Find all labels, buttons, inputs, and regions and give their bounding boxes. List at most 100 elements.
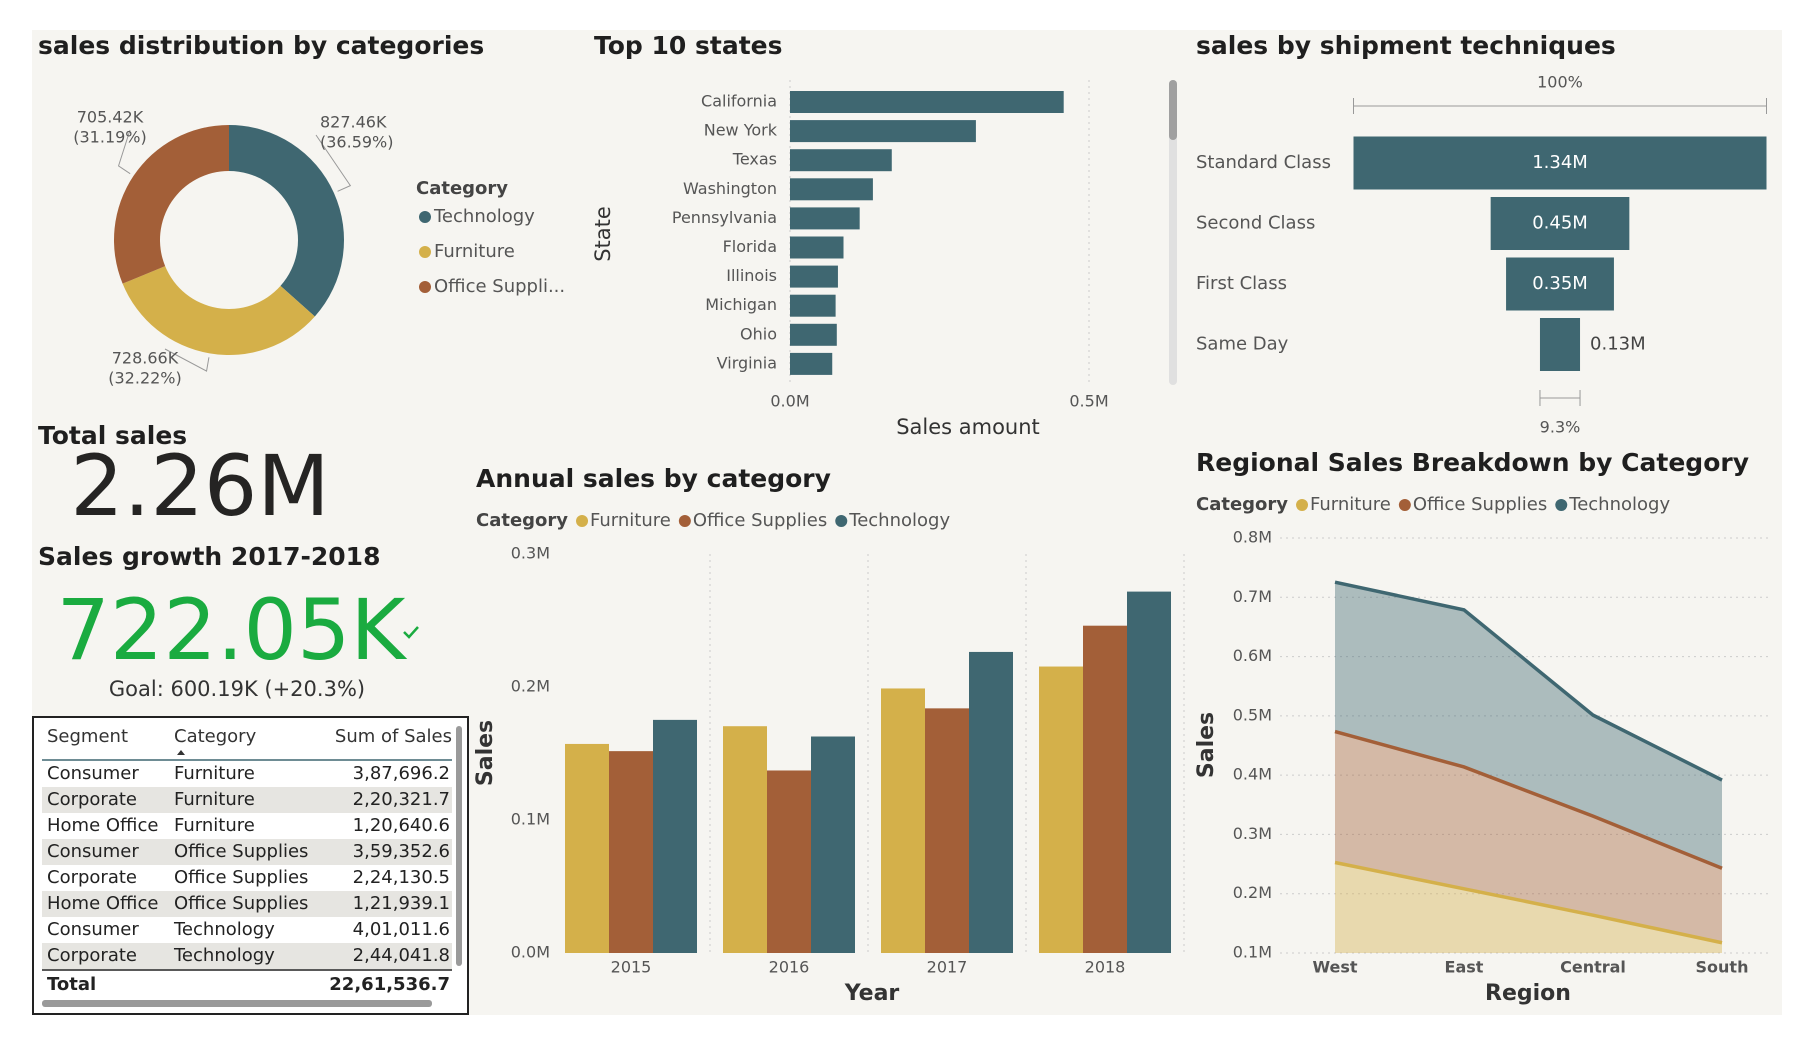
bar [723,726,767,953]
row-band [42,943,452,969]
funnel-bracket [1353,98,1767,114]
funnel-bottom-label: 9.3% [1540,418,1581,437]
donut-slice [114,125,229,284]
percent-label: (31.19%) [73,128,147,147]
table-cell: Home Office [47,815,158,836]
x-axis-label: Year [844,981,900,1006]
row-band [42,787,452,813]
legend-swatch [576,515,589,527]
table-cell: Furniture [174,815,255,836]
table-total-label: Total [47,974,96,995]
table-cell: 2,20,321.7 [353,789,450,810]
table-cell: 3,87,696.2 [353,763,450,784]
bar [1039,666,1083,953]
y-tick-label: 0.1M [511,810,550,829]
legend-swatch [419,246,431,258]
legend-title: Category [1196,494,1288,515]
row-band [42,891,452,917]
area-line [1334,580,1723,782]
bar [925,708,969,953]
table-cell: Furniture [174,789,255,810]
bar [653,719,697,953]
leader-line [117,129,131,175]
table-header: Category [174,726,257,747]
list-scroll-thumb[interactable] [1169,80,1177,140]
y-tick-label: 0.2M [1233,883,1272,902]
table-cell: Home Office [47,893,158,914]
y-tick-label: 0.3M [511,544,550,563]
y-tick-label: 0.1M [1233,943,1272,962]
funnel-category: Standard Class [1196,152,1331,173]
area-line [1334,860,1723,945]
legend-title: Category [476,510,568,531]
legend-label: Furniture [434,241,515,262]
y-axis-label: Sales [1194,712,1219,778]
data-label: 0.35M [1532,273,1588,294]
funnel-bar [1539,318,1581,371]
y-tick-label: Michigan [705,295,777,314]
table-cell: Corporate [47,789,137,810]
table-header: Segment [47,726,128,747]
legend-swatch [1296,499,1309,511]
data-label: 0.45M [1532,213,1588,234]
chart-title: sales by shipment techniques [1196,31,1616,60]
legend-label: Technology [1568,494,1670,515]
funnel-bar [1490,197,1630,250]
legend-swatch [1398,499,1411,511]
donut-slice [122,266,315,355]
funnel-bar [1506,257,1614,311]
table-cell: 2,24,130.5 [353,867,450,888]
table-hscroll [42,1000,432,1007]
kpi-goal: Goal: 600.19K (+20.3%) [109,677,365,701]
bar [790,149,892,172]
y-axis-label: Sales [473,720,498,786]
legend-swatch [835,515,848,527]
table-cell: 1,21,939.1 [353,893,450,914]
leader-line [315,134,352,192]
kpi-title: Total sales [38,421,187,450]
x-tick-label: 2016 [769,958,810,977]
legend-label: Furniture [590,510,671,531]
y-tick-label: New York [704,121,778,140]
bar [1127,591,1171,953]
y-tick-label: 0.5M [1233,705,1272,724]
y-tick-label: 0.6M [1233,646,1272,665]
x-tick-label: 0.0M [770,392,809,411]
funnel-bracket [1539,390,1581,406]
y-tick-label: Texas [732,150,777,169]
data-label: 827.46K [320,113,387,132]
x-tick-label: South [1696,958,1749,977]
table-cell: 4,01,011.6 [353,919,450,940]
sort-indicator [177,750,185,755]
y-tick-label: Pennsylvania [672,208,777,227]
data-label: 705.42K [77,108,144,127]
legend-swatch [419,211,431,223]
x-tick-label: Central [1560,958,1626,977]
bar [790,207,860,230]
y-tick-label: 0.0M [511,943,550,962]
funnel-category: Second Class [1196,213,1315,234]
legend-swatch [419,281,431,293]
x-axis-label: Sales amount [896,415,1040,439]
y-tick-label: 0.4M [1233,765,1272,784]
bar [767,770,811,953]
bar [969,651,1013,953]
y-tick-label: 0.8M [1233,528,1272,547]
bar [790,120,976,143]
bar [881,688,925,953]
table-cell: 3,59,352.6 [353,841,450,862]
area-line [1334,729,1723,870]
kpi-value: 2.26M [70,437,330,535]
data-label: 0.13M [1590,334,1646,355]
table-cell: Consumer [47,763,139,784]
table-cell: Office Supplies [174,841,308,862]
bar [565,743,609,953]
x-tick-label: East [1445,958,1484,977]
y-axis-label: State [591,206,615,262]
y-tick-label: Ohio [740,324,777,343]
legend-swatch [1555,499,1568,511]
x-axis-label: Region [1485,981,1571,1006]
x-tick-label: West [1312,958,1357,977]
funnel-bar [1353,136,1767,190]
x-tick-label: 2017 [927,958,968,977]
